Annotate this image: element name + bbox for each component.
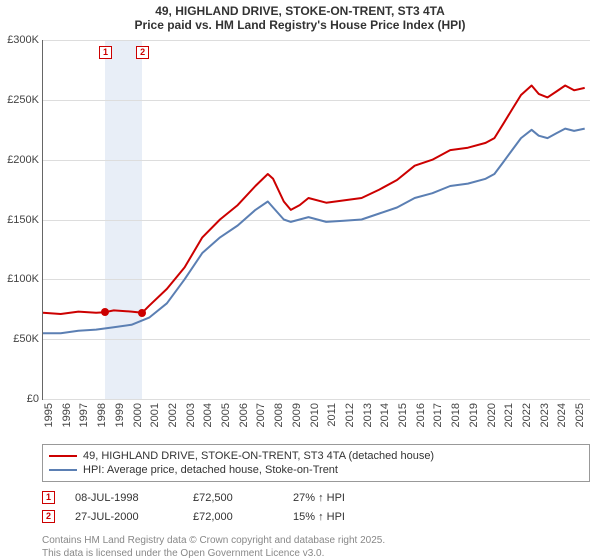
x-tick-label: 2002 [167,403,179,427]
legend-label-price-paid: 49, HIGHLAND DRIVE, STOKE-ON-TRENT, ST3 … [83,450,434,462]
x-tick-label: 2021 [503,403,515,427]
x-tick-label: 2007 [255,403,267,427]
x-tick-label: 2011 [326,403,338,427]
x-tick-label: 2022 [521,403,533,427]
x-tick-label: 2003 [185,403,197,427]
x-tick-label: 1998 [96,403,108,427]
sale-row: 1 08-JUL-1998 £72,500 27% ↑ HPI [42,488,590,507]
x-tick-label: 2000 [132,403,144,427]
sale-delta: 27% ↑ HPI [293,492,345,504]
y-tick-label: £300K [7,34,39,46]
y-tick-label: £100K [7,273,39,285]
y-tick-label: £50K [13,333,39,345]
sale-price: £72,500 [193,492,273,504]
legend-swatch-price-paid [49,455,77,457]
legend-label-hpi: HPI: Average price, detached house, Stok… [83,464,338,476]
sale-date: 08-JUL-1998 [75,492,173,504]
y-tick-label: £200K [7,154,39,166]
x-tick-label: 2005 [220,403,232,427]
sale-row: 2 27-JUL-2000 £72,000 15% ↑ HPI [42,507,590,526]
x-tick-label: 1999 [114,403,126,427]
x-tick-label: 2019 [468,403,480,427]
sale-price: £72,000 [193,511,273,523]
x-tick-label: 2024 [556,403,568,427]
x-tick-label: 2006 [238,403,250,427]
legend-swatch-hpi [49,469,77,471]
chart-plot-area: £0£50K£100K£150K£200K£250K£300K199519961… [42,40,590,400]
x-tick-label: 2020 [486,403,498,427]
sale-marker-badge: 2 [42,510,55,523]
sale-marker-box: 1 [99,46,112,59]
sale-marker-box: 2 [136,46,149,59]
x-tick-label: 2015 [397,403,409,427]
chart-title-line2: Price paid vs. HM Land Registry's House … [0,18,600,32]
sale-date: 27-JUL-2000 [75,511,173,523]
x-tick-label: 1997 [78,403,90,427]
sale-dot [101,308,109,316]
sale-marker-badge: 1 [42,491,55,504]
gridline [43,399,590,400]
footer-attribution: Contains HM Land Registry data © Crown c… [42,534,590,560]
x-tick-label: 2001 [149,403,161,427]
series-hpi [43,129,585,334]
sale-dot [138,309,146,317]
x-tick-label: 2009 [291,403,303,427]
x-tick-label: 2004 [202,403,214,427]
sale-delta: 15% ↑ HPI [293,511,345,523]
y-tick-label: £150K [7,214,39,226]
legend-item-hpi: HPI: Average price, detached house, Stok… [49,463,583,477]
footer-line2: This data is licensed under the Open Gov… [42,547,590,560]
x-tick-label: 1996 [61,403,73,427]
x-tick-label: 2013 [362,403,374,427]
x-tick-label: 2023 [539,403,551,427]
x-tick-label: 2008 [273,403,285,427]
sales-table: 1 08-JUL-1998 £72,500 27% ↑ HPI 2 27-JUL… [42,488,590,526]
legend-item-price-paid: 49, HIGHLAND DRIVE, STOKE-ON-TRENT, ST3 … [49,449,583,463]
x-tick-label: 2012 [344,403,356,427]
x-tick-label: 2017 [432,403,444,427]
y-tick-label: £0 [27,393,39,405]
x-tick-label: 2025 [574,403,586,427]
x-tick-label: 1995 [43,403,55,427]
chart-title-line1: 49, HIGHLAND DRIVE, STOKE-ON-TRENT, ST3 … [0,4,600,18]
chart-lines [43,40,590,399]
x-tick-label: 2014 [379,403,391,427]
x-tick-label: 2010 [309,403,321,427]
x-tick-label: 2016 [415,403,427,427]
chart-legend: 49, HIGHLAND DRIVE, STOKE-ON-TRENT, ST3 … [42,444,590,482]
y-tick-label: £250K [7,94,39,106]
x-tick-label: 2018 [450,403,462,427]
footer-line1: Contains HM Land Registry data © Crown c… [42,534,590,547]
series-price_paid [43,86,585,315]
